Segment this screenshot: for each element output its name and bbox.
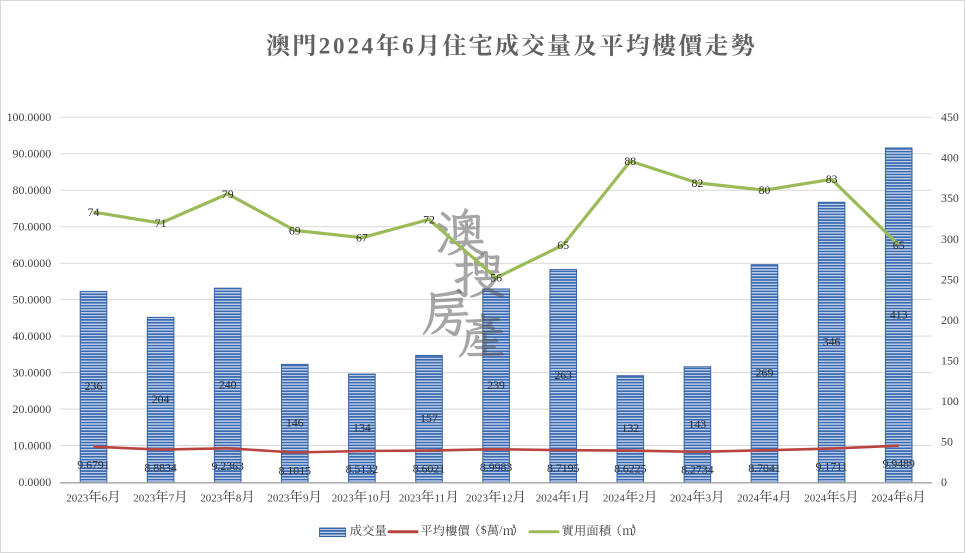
- svg-text:3: 3: [706, 493, 712, 505]
- svg-text:2024: 2024: [536, 493, 559, 505]
- svg-text:2023: 2023: [200, 493, 223, 505]
- svg-text:2024: 2024: [737, 493, 760, 505]
- svg-text:70.0000: 70.0000: [13, 220, 52, 234]
- svg-text:100.0000: 100.0000: [7, 110, 52, 124]
- svg-text:450: 450: [941, 110, 959, 124]
- svg-text:132: 132: [621, 421, 639, 435]
- svg-text:/: /: [499, 525, 503, 537]
- svg-text:12: 12: [502, 493, 513, 505]
- svg-text:2: 2: [639, 493, 645, 505]
- svg-text:2: 2: [319, 34, 331, 59]
- svg-text:2024: 2024: [804, 493, 827, 505]
- svg-text:2023: 2023: [332, 493, 355, 505]
- svg-text:2: 2: [347, 34, 359, 59]
- svg-text:9.2363: 9.2363: [211, 459, 244, 473]
- svg-text:69: 69: [289, 223, 301, 237]
- svg-text:8.2734: 8.2734: [681, 463, 714, 477]
- svg-text:82: 82: [692, 176, 704, 190]
- svg-text:60.0000: 60.0000: [13, 256, 52, 270]
- svg-text:80.0000: 80.0000: [13, 183, 52, 197]
- svg-text:8.7041: 8.7041: [748, 461, 781, 475]
- svg-text:50.0000: 50.0000: [13, 293, 52, 307]
- svg-text:0: 0: [941, 475, 947, 489]
- svg-text:67: 67: [356, 231, 368, 245]
- svg-text:4: 4: [773, 493, 779, 505]
- svg-text:8.7195: 8.7195: [547, 461, 580, 475]
- svg-text:71: 71: [155, 216, 167, 230]
- svg-text:50: 50: [941, 434, 953, 448]
- svg-text:9.6791: 9.6791: [77, 458, 110, 472]
- svg-text:157: 157: [420, 411, 438, 425]
- svg-text:263: 263: [554, 368, 572, 382]
- svg-text:2023: 2023: [267, 493, 290, 505]
- svg-text:65: 65: [557, 238, 569, 252]
- svg-text:300: 300: [941, 232, 959, 246]
- svg-text:1: 1: [571, 493, 577, 505]
- svg-text:72: 72: [423, 212, 435, 226]
- svg-text:100: 100: [941, 394, 959, 408]
- svg-text:236: 236: [85, 379, 103, 393]
- svg-text:150: 150: [941, 353, 959, 367]
- svg-text:65: 65: [893, 238, 905, 252]
- svg-text:8: 8: [236, 493, 242, 505]
- svg-text:2024: 2024: [670, 493, 693, 505]
- svg-text:413: 413: [890, 307, 908, 321]
- svg-text:8.1015: 8.1015: [279, 463, 312, 477]
- svg-text:2024: 2024: [603, 493, 626, 505]
- svg-text:2024: 2024: [871, 493, 894, 505]
- svg-text:2023: 2023: [66, 493, 89, 505]
- svg-text:200: 200: [941, 313, 959, 327]
- svg-text:5: 5: [840, 493, 846, 505]
- svg-text:30.0000: 30.0000: [13, 366, 52, 380]
- svg-text:2023: 2023: [466, 493, 489, 505]
- svg-text:9.9489: 9.9489: [882, 457, 915, 471]
- svg-text:9.1711: 9.1711: [816, 459, 848, 473]
- svg-text:7: 7: [169, 493, 175, 505]
- svg-text:90.0000: 90.0000: [13, 147, 52, 161]
- svg-text:10.0000: 10.0000: [13, 438, 52, 452]
- svg-text:8.6225: 8.6225: [614, 461, 647, 475]
- svg-text:8.9983: 8.9983: [480, 460, 513, 474]
- svg-text:83: 83: [826, 172, 838, 186]
- svg-text:8.6021: 8.6021: [413, 461, 446, 475]
- svg-text:8.5132: 8.5132: [346, 462, 379, 476]
- svg-text:240: 240: [219, 377, 237, 391]
- svg-text:134: 134: [353, 420, 371, 434]
- svg-text:8.8834: 8.8834: [144, 460, 177, 474]
- svg-text:$: $: [481, 524, 487, 537]
- svg-text:346: 346: [823, 335, 841, 349]
- svg-text:146: 146: [286, 416, 304, 430]
- svg-text:204: 204: [152, 392, 170, 406]
- svg-text:6: 6: [102, 493, 108, 505]
- svg-text:40.0000: 40.0000: [13, 329, 52, 343]
- svg-text:6: 6: [907, 493, 913, 505]
- svg-text:0.0000: 0.0000: [18, 475, 51, 489]
- svg-text:0: 0: [333, 34, 345, 59]
- svg-text:11: 11: [435, 493, 446, 505]
- svg-text:250: 250: [941, 272, 959, 286]
- svg-text:56: 56: [490, 271, 502, 285]
- svg-text:20.0000: 20.0000: [13, 402, 52, 416]
- svg-text:9: 9: [303, 493, 309, 505]
- svg-text:10: 10: [367, 493, 379, 505]
- svg-text:400: 400: [941, 151, 959, 165]
- svg-text:80: 80: [759, 183, 771, 197]
- svg-text:2023: 2023: [399, 493, 422, 505]
- svg-text:6: 6: [402, 34, 414, 59]
- svg-text:79: 79: [222, 187, 234, 201]
- svg-text:4: 4: [362, 34, 374, 59]
- svg-text:74: 74: [88, 205, 100, 219]
- svg-text:143: 143: [689, 417, 707, 431]
- svg-text:350: 350: [941, 191, 959, 205]
- svg-text:239: 239: [487, 378, 505, 392]
- svg-text:2023: 2023: [133, 493, 156, 505]
- svg-text:88: 88: [624, 154, 636, 168]
- svg-text:269: 269: [756, 366, 774, 380]
